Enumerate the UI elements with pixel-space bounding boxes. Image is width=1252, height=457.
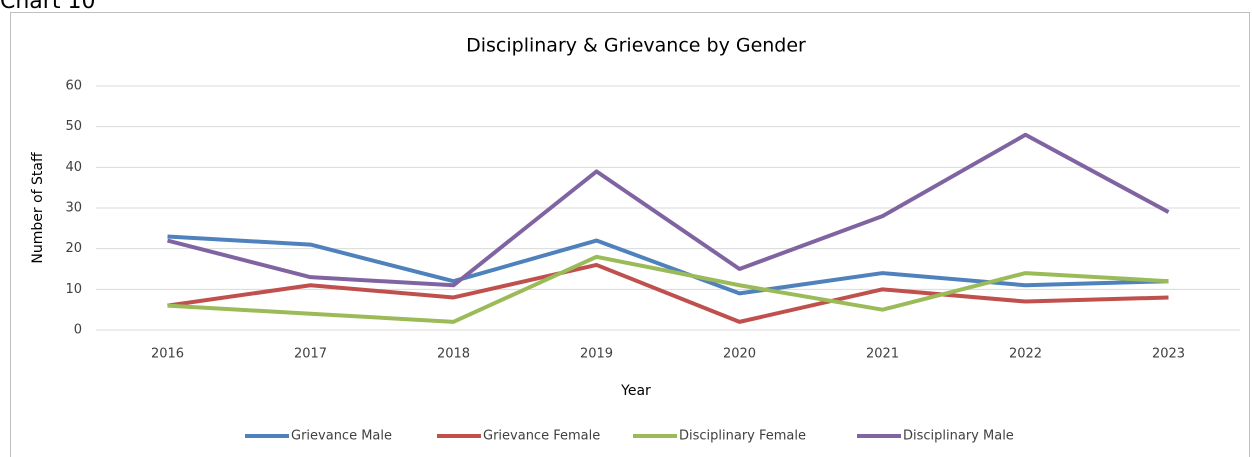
x-tick-label: 2019 bbox=[580, 347, 613, 362]
line-series bbox=[167, 234, 1169, 296]
x-tick-label: 2022 bbox=[1009, 347, 1042, 362]
line-series bbox=[167, 254, 1169, 324]
x-tick-label: 2023 bbox=[1152, 347, 1185, 362]
line-series bbox=[167, 262, 1169, 324]
y-tick-label: 30 bbox=[65, 201, 82, 216]
y-tick-label: 40 bbox=[65, 160, 82, 175]
y-tick-label: 20 bbox=[65, 241, 82, 256]
legend-label: Disciplinary Male bbox=[903, 429, 1014, 444]
x-tick-label: 2020 bbox=[723, 347, 756, 362]
legend-label: Grievance Female bbox=[483, 429, 600, 444]
chart-title: Disciplinary & Grievance by Gender bbox=[466, 35, 806, 57]
y-tick-label: 10 bbox=[65, 282, 82, 297]
x-tick-label: 2018 bbox=[437, 347, 470, 362]
x-axis-label: Year bbox=[620, 383, 651, 399]
legend-label: Disciplinary Female bbox=[679, 429, 806, 444]
x-tick-label: 2021 bbox=[866, 347, 899, 362]
caption: Chart 10 bbox=[0, 0, 95, 14]
y-tick-label: 60 bbox=[65, 79, 82, 94]
y-tick-label: 0 bbox=[74, 323, 82, 338]
legend-label: Grievance Male bbox=[291, 429, 392, 444]
x-tick-label: 2016 bbox=[151, 347, 184, 362]
x-tick-label: 2017 bbox=[294, 347, 327, 362]
y-axis-label: Number of Staff bbox=[30, 152, 46, 264]
chart-frame bbox=[10, 12, 1250, 457]
line-series bbox=[167, 132, 1170, 288]
y-tick-label: 50 bbox=[65, 119, 82, 134]
